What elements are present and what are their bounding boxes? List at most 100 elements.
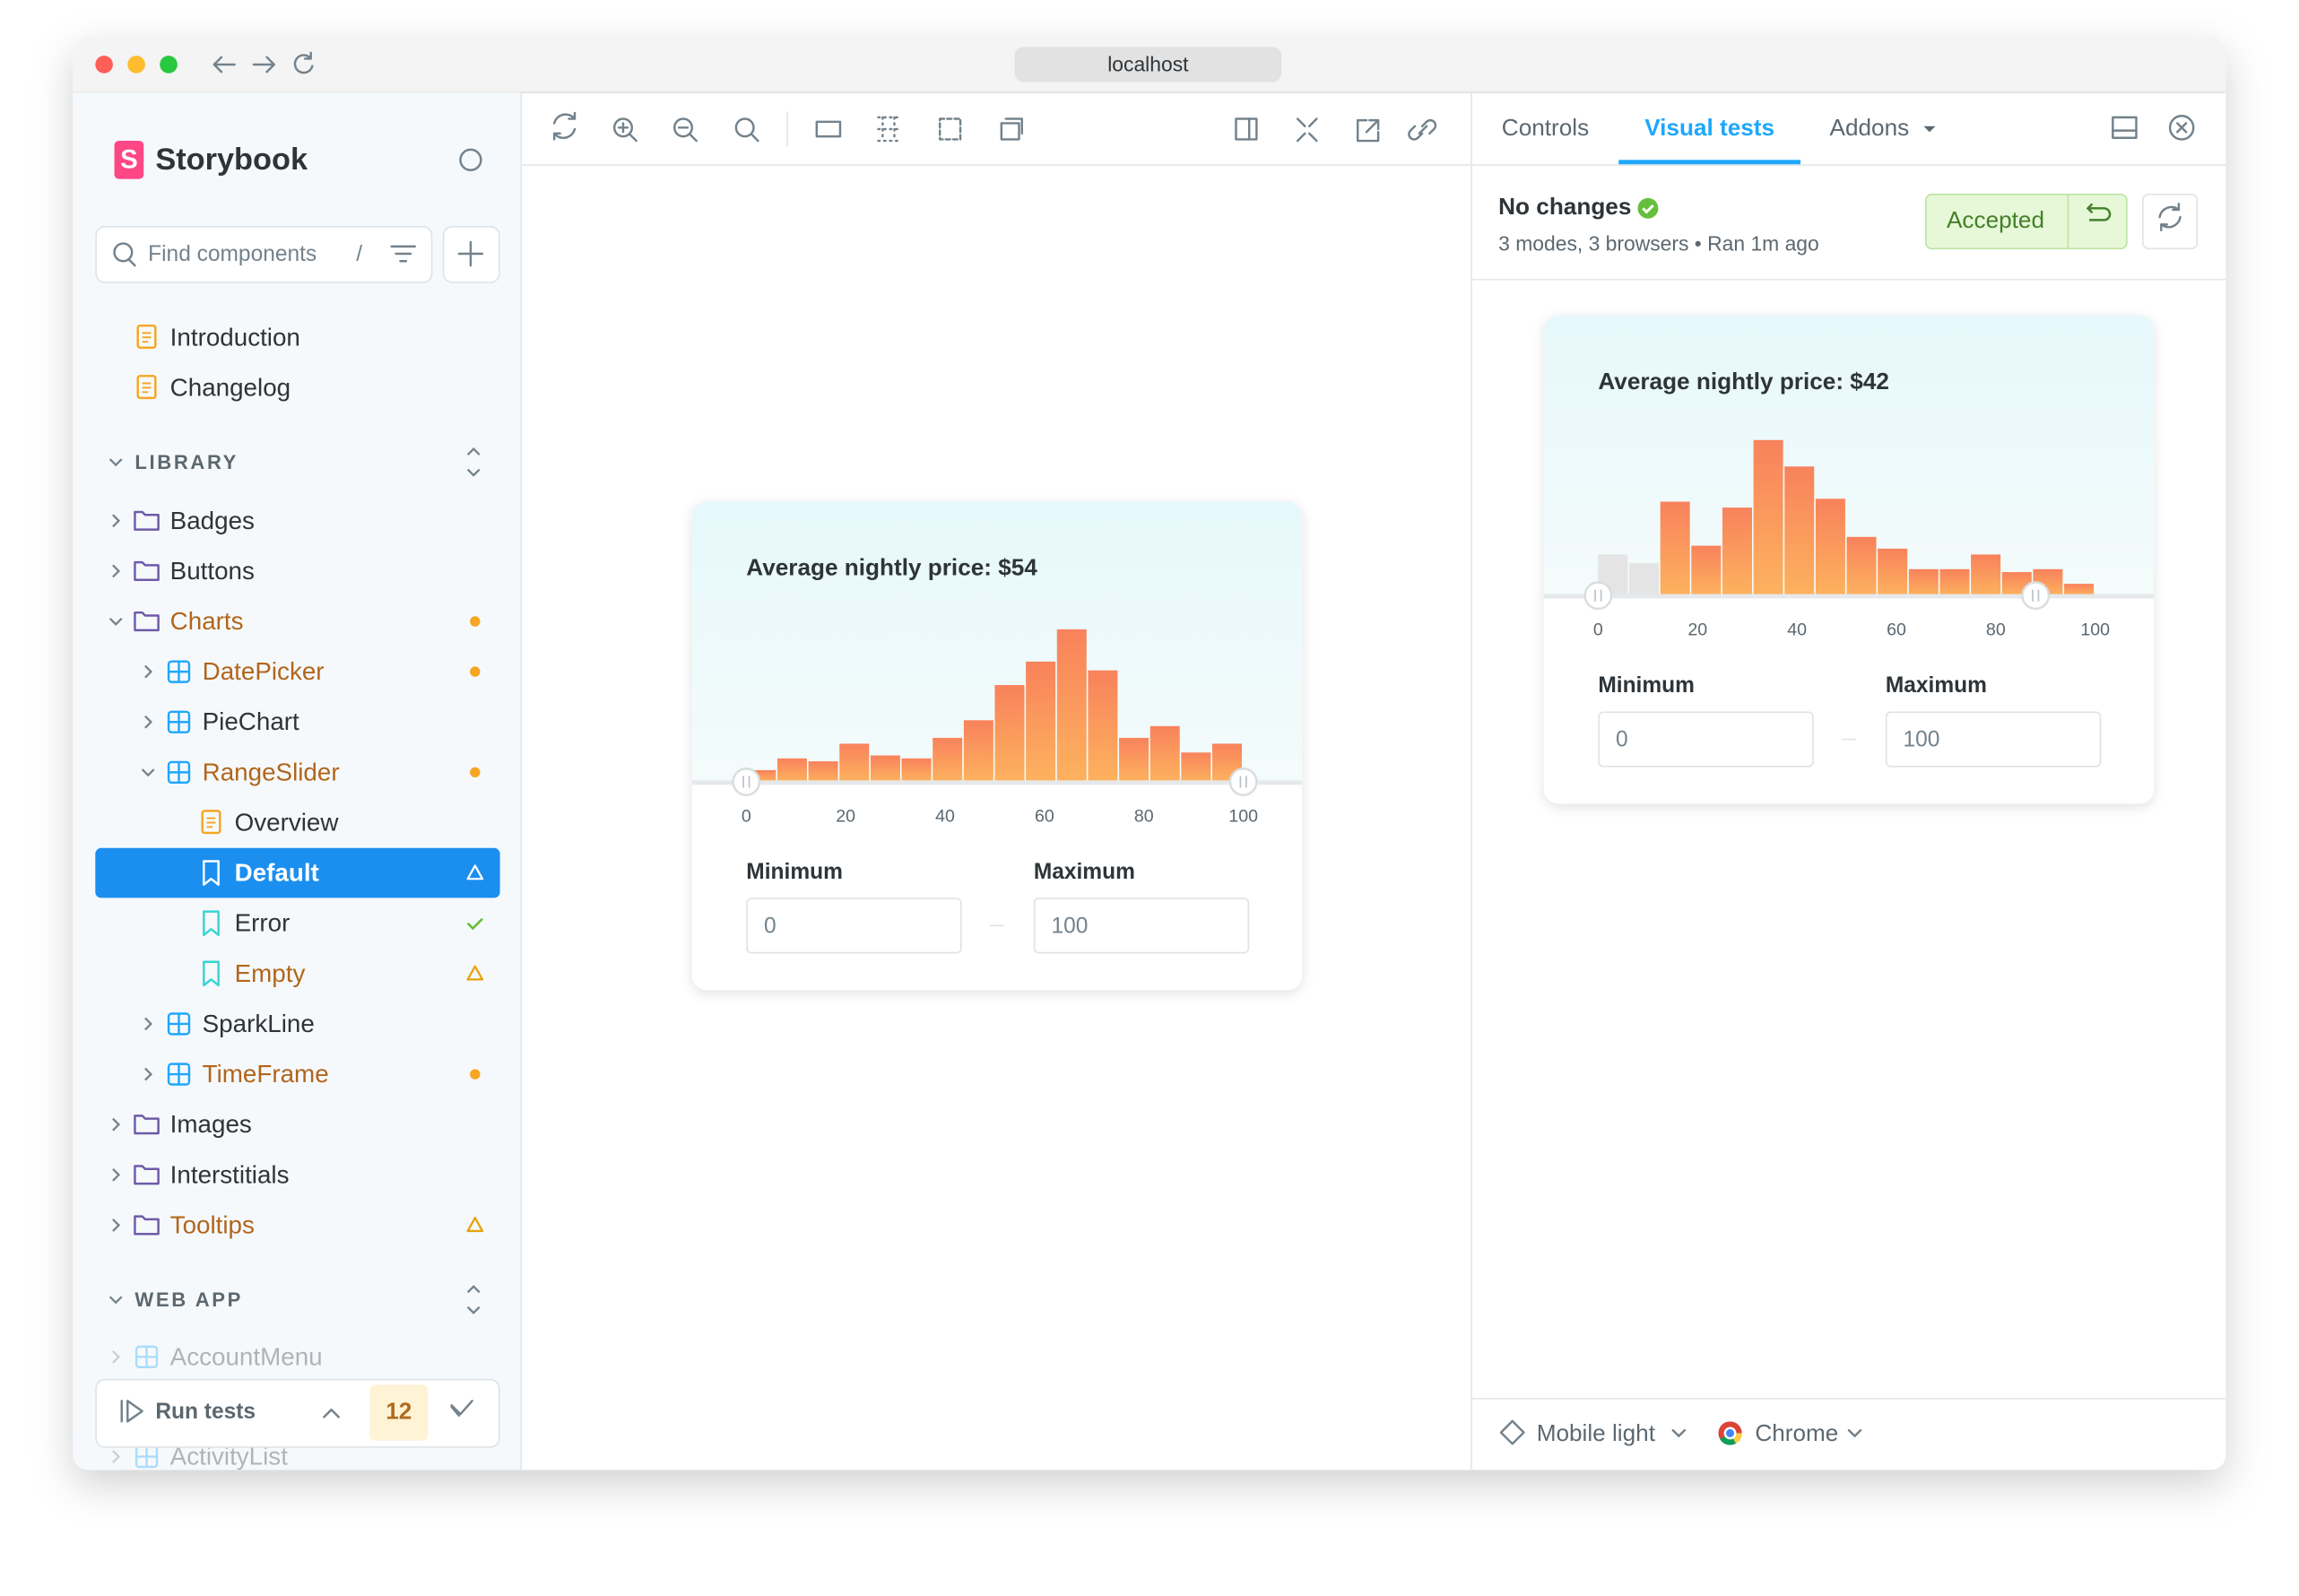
folder-icon <box>134 1115 160 1135</box>
section-title: LIBRARY <box>134 451 239 473</box>
accepted-button[interactable] <box>1925 193 2128 250</box>
chevron <box>108 1296 123 1305</box>
address-bar[interactable] <box>1014 47 1282 82</box>
mode-selector[interactable]: Mobile light <box>1537 1419 1656 1446</box>
tree-item[interactable]: TimeFrame <box>144 1060 481 1088</box>
tree-item[interactable]: Charts <box>108 607 481 635</box>
handle-grip <box>742 776 750 788</box>
histogram-bar <box>1971 554 2001 596</box>
icon-shape <box>169 1063 189 1085</box>
forward-button[interactable] <box>252 56 276 74</box>
doc-icon <box>136 375 157 400</box>
histogram-bar <box>1629 563 1660 596</box>
range-slider-card: Average nightly price: $54 0 20 40 60 80 100 Mi… <box>691 501 1303 991</box>
tree-item[interactable]: Empty <box>203 959 484 987</box>
watch-button[interactable] <box>450 1400 473 1417</box>
rerun-button[interactable] <box>2142 193 2199 250</box>
settings-button[interactable] <box>459 148 482 172</box>
count-badge[interactable] <box>369 1384 429 1441</box>
tree-item[interactable]: AccountMenu <box>112 1342 323 1370</box>
chart-background <box>691 501 1303 783</box>
tab[interactable]: Controls <box>1502 114 1589 141</box>
histogram-bar <box>933 737 963 783</box>
component-icon <box>134 1345 159 1369</box>
tree-item[interactable]: Buttons <box>112 557 255 585</box>
tree-item[interactable]: Introduction <box>136 323 300 351</box>
max-input[interactable] <box>1885 711 2102 768</box>
active-tab-indicator <box>1618 160 1801 165</box>
browser-selector[interactable]: Chrome <box>1755 1419 1838 1446</box>
status-warning <box>466 1217 484 1233</box>
tree-item[interactable]: DatePicker <box>144 657 481 685</box>
histogram-bar <box>870 755 900 783</box>
tree-item[interactable]: RangeSlider <box>141 758 481 785</box>
doc-icon <box>136 324 157 349</box>
min-input[interactable] <box>746 898 962 954</box>
x-tick-label: 0 <box>742 806 751 826</box>
tree-item[interactable]: Error <box>203 909 483 937</box>
chevron <box>141 768 155 777</box>
undo-button[interactable] <box>2086 203 2112 221</box>
run-tests-button[interactable]: Run tests <box>155 1400 256 1424</box>
status-changed <box>470 616 481 627</box>
tree-item[interactable]: Badges <box>112 507 255 534</box>
icon-shape <box>134 1345 159 1369</box>
tab[interactable]: Addons <box>1830 114 1910 141</box>
histogram-bar <box>1722 507 1752 596</box>
chevron <box>112 514 121 528</box>
min-label: Minimum <box>1598 673 1695 698</box>
histogram-bar <box>1056 629 1087 783</box>
tree-item[interactable]: Overview <box>201 808 340 836</box>
component-icon <box>167 710 191 733</box>
close-panel-button[interactable] <box>2168 115 2195 141</box>
icon-shape <box>169 711 189 733</box>
close-button[interactable] <box>95 56 113 74</box>
x-tick-label: 100 <box>2080 620 2110 640</box>
max-input-value: 100 <box>1903 728 1939 752</box>
folder-icon <box>134 560 160 581</box>
icon-shape <box>206 817 216 828</box>
chevron <box>144 1067 153 1081</box>
icon-shape <box>169 1013 189 1035</box>
slider-handle[interactable] <box>2021 581 2051 611</box>
reload-button[interactable] <box>293 51 314 74</box>
histogram-bar <box>1660 501 1690 596</box>
histogram-bar <box>901 758 932 783</box>
icon-shape <box>169 761 189 783</box>
max-input[interactable] <box>1033 898 1250 954</box>
slider-handle[interactable] <box>1583 581 1613 611</box>
collapse-all <box>466 447 481 477</box>
icon-shape <box>134 1215 160 1236</box>
minimize-button[interactable] <box>127 56 145 74</box>
status-title: No changes <box>1498 193 1631 220</box>
status-warning <box>466 864 484 880</box>
section-title: WEB APP <box>134 1288 243 1311</box>
tree-item[interactable]: Interstitials <box>112 1160 290 1188</box>
histogram-bar <box>1181 752 1211 783</box>
back-button[interactable] <box>213 56 236 74</box>
tab[interactable]: Visual tests <box>1644 114 1774 141</box>
tree-item[interactable]: Default <box>95 847 500 898</box>
search-shortcut: / <box>356 242 362 266</box>
selected-highlight <box>95 847 500 898</box>
slider-track <box>1543 594 2155 599</box>
search-box[interactable] <box>95 225 433 283</box>
zoom-button[interactable] <box>160 56 178 74</box>
tree-item[interactable]: Tooltips <box>112 1210 484 1238</box>
tree-item[interactable]: SparkLine <box>144 1010 315 1037</box>
folder-icon <box>134 1165 160 1185</box>
tree-item[interactable]: PieChart <box>144 707 299 735</box>
chart-background <box>1543 315 2155 596</box>
histogram-bar <box>2064 584 2095 596</box>
chevron <box>108 458 123 467</box>
tree-item[interactable]: Changelog <box>136 373 291 401</box>
tree-item[interactable]: Images <box>112 1110 252 1138</box>
min-input[interactable] <box>1598 711 1814 768</box>
handle-grip <box>2032 589 2040 602</box>
item-label: AccountMenu <box>170 1342 323 1370</box>
collapse-all <box>466 1285 481 1314</box>
slider-handle[interactable] <box>1228 768 1258 796</box>
slider-handle[interactable] <box>732 768 761 796</box>
brand: Storybook <box>155 143 308 177</box>
